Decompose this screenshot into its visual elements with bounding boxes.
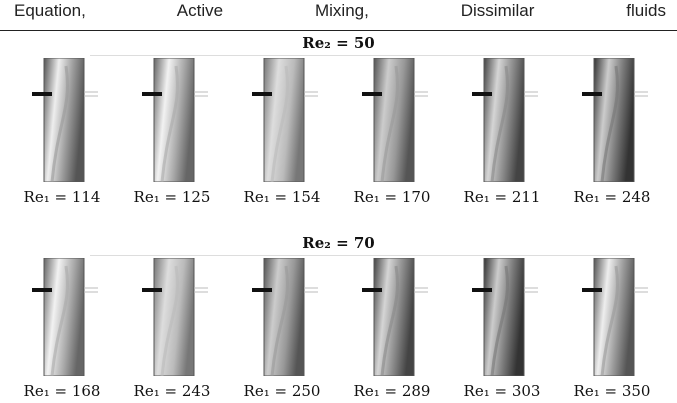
flow-image — [32, 258, 102, 376]
flow-image — [252, 258, 322, 376]
condition-label: Re₁ = 248 — [557, 188, 667, 206]
flow-image — [362, 258, 432, 376]
condition-label: Re₁ = 170 — [337, 188, 447, 206]
flow-image — [32, 58, 102, 182]
panel-rule — [90, 255, 630, 256]
figure-page: Equation, Active Mixing, Dissimilar flui… — [0, 0, 677, 403]
condition-label: Re₁ = 154 — [227, 188, 337, 206]
condition-label: Re₁ = 125 — [117, 188, 227, 206]
flow-image — [472, 58, 542, 182]
condition-label: Re₁ = 243 — [117, 382, 227, 400]
condition-label: Re₁ = 114 — [7, 188, 117, 206]
condition-label: Re₁ = 211 — [447, 188, 557, 206]
condition-label: Re₁ = 250 — [227, 382, 337, 400]
flow-image — [582, 58, 652, 182]
condition-label: Re₁ = 303 — [447, 382, 557, 400]
panel-rule — [90, 55, 630, 56]
panel-title: Re₂ = 70 — [0, 234, 677, 252]
flow-image — [252, 58, 322, 182]
header-text: Equation, Active Mixing, Dissimilar flui… — [14, 0, 666, 22]
flow-image — [472, 258, 542, 376]
condition-label: Re₁ = 350 — [557, 382, 667, 400]
header-rule — [0, 30, 677, 31]
flow-image — [142, 258, 212, 376]
condition-label: Re₁ = 289 — [337, 382, 447, 400]
flow-image — [582, 258, 652, 376]
panel-title: Re₂ = 50 — [0, 34, 677, 52]
condition-label: Re₁ = 168 — [7, 382, 117, 400]
flow-image — [142, 58, 212, 182]
flow-image — [362, 58, 432, 182]
